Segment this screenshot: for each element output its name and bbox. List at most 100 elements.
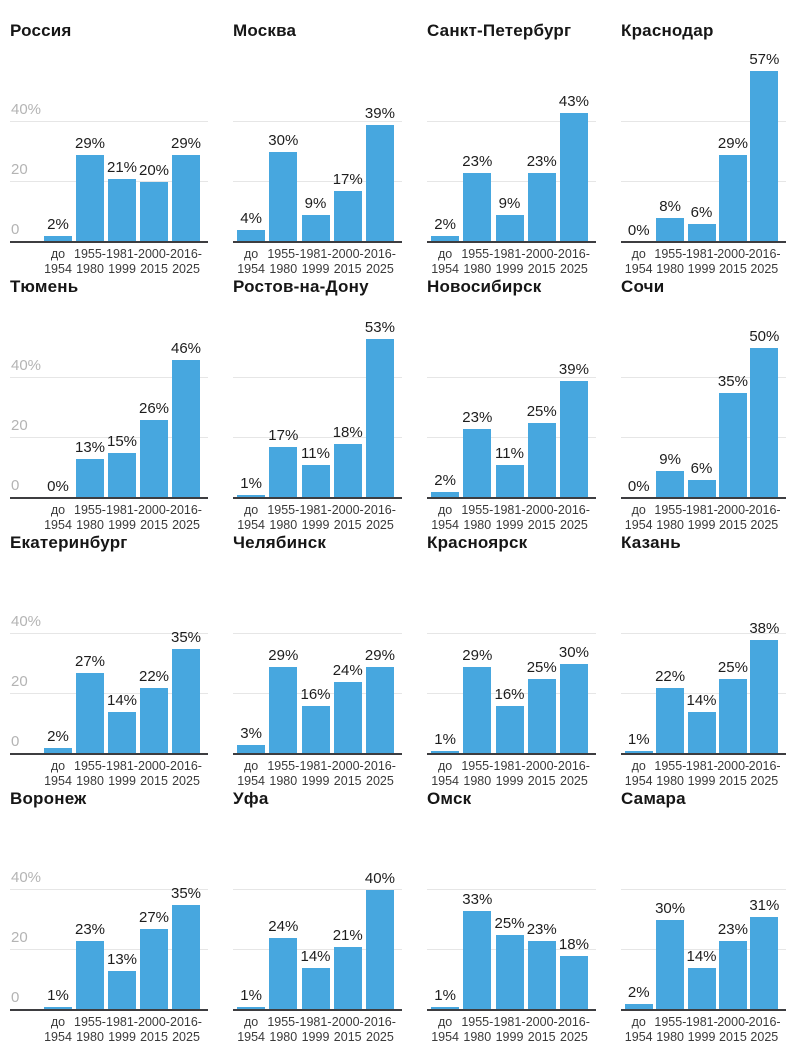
bars-group: 0% 9% 6% 35% 50% [623, 312, 780, 499]
x-tick-line1: 1981- [493, 503, 526, 518]
x-tick-line2: 1954 [431, 518, 459, 533]
bar-value-label: 25% [717, 659, 748, 677]
x-tick-line1: 2016- [170, 503, 202, 518]
bar-value-label: 17% [268, 427, 299, 445]
bar-value-label: 11% [301, 445, 330, 463]
bar [750, 917, 779, 1011]
bar-value-label: 21% [106, 159, 138, 177]
bar-value-label: 33% [462, 891, 493, 909]
bar [718, 679, 747, 755]
chart-title: Челябинск [233, 533, 327, 553]
x-tick-line1: 1955- [267, 503, 300, 518]
gridline [621, 889, 786, 891]
x-tick-line2: 1999 [301, 774, 330, 789]
bar-slot: 20% [138, 56, 170, 243]
bars-group: 1% 17% 11% 18% 53% [235, 312, 396, 499]
bars-group: 2% 27% 14% 22% 35% [42, 568, 202, 755]
x-tick-line2: 1999 [687, 1030, 716, 1045]
x-tick-line2: 2025 [560, 518, 588, 533]
x-tick-line2: 2015 [527, 774, 556, 789]
x-tick-label: 2016- 2025 [749, 503, 781, 534]
chart-title: Воронеж [10, 789, 87, 809]
x-tick-label: 2000- 2015 [332, 1015, 364, 1046]
bar [140, 182, 168, 243]
x-tick-label: 2016- 2025 [749, 759, 781, 790]
y-axis-tick-label: 40% [11, 869, 42, 887]
x-axis-line [233, 1009, 402, 1012]
bar-slot: 1% [429, 824, 461, 1011]
bar-value-label: 1% [240, 987, 262, 1005]
x-tick-label: 2016- 2025 [364, 1015, 396, 1046]
gridline [427, 437, 596, 439]
bar-value-label: 25% [526, 403, 557, 421]
bar-slot: 39% [558, 312, 590, 499]
bar [172, 360, 200, 499]
bar-value-label: 29% [74, 135, 106, 153]
x-tick-line2: 1980 [463, 518, 492, 533]
x-tick-label: 1955- 1980 [74, 759, 106, 790]
x-tick-line1: 2000- [331, 759, 364, 774]
x-tick-line2: 1980 [463, 262, 492, 277]
bar [431, 236, 460, 243]
bar-chart-plot: 0% 9% 6% 35% 50% [621, 312, 786, 500]
bar [108, 179, 136, 243]
x-tick-line1: 1981- [685, 247, 718, 262]
x-tick-line1: 2000- [717, 759, 750, 774]
x-tick-line2: 1999 [495, 774, 524, 789]
bar-slot: 25% [717, 568, 748, 755]
gridline [427, 633, 596, 635]
bar-value-label: 23% [717, 921, 748, 939]
x-axis-ticks: до 1954 1955- 1980 1981- 1999 2000- 2015 2016- 20… [429, 503, 590, 534]
bar [237, 495, 266, 499]
x-tick-label: до 1954 [623, 1015, 654, 1046]
bars-group: 1% 29% 16% 25% 30% [429, 568, 590, 755]
bar-value-label: 30% [558, 644, 589, 662]
bar [269, 152, 298, 243]
x-tick-line2: 1980 [463, 774, 492, 789]
x-axis-line [10, 497, 208, 500]
bar-slot: 40% [364, 824, 396, 1011]
x-axis-line [427, 1009, 596, 1012]
x-tick-line1: 2016- [557, 247, 590, 262]
x-tick-line1: 2016- [748, 247, 781, 262]
x-tick-line2: 1980 [656, 1030, 685, 1045]
bar [687, 968, 716, 1011]
bar [687, 480, 716, 499]
bar [269, 447, 298, 499]
chart-title: Краснодар [621, 21, 714, 41]
x-axis-ticks: до 1954 1955- 1980 1981- 1999 2000- 2015 2016- 20… [429, 1015, 590, 1046]
x-axis-line [621, 241, 786, 244]
x-tick-line1: 1981- [106, 759, 138, 774]
bar-value-label: 22% [655, 668, 686, 686]
x-tick-label: 2000- 2015 [717, 759, 750, 790]
bar-value-label: 14% [300, 948, 331, 966]
x-axis-ticks: до 1954 1955- 1980 1981- 1999 2000- 2015 2016- 20… [235, 503, 396, 534]
x-tick-line2: 2025 [560, 262, 588, 277]
x-tick-line2: 2025 [560, 774, 588, 789]
bar [76, 155, 104, 243]
bar-chart-plot: 1% 22% 14% 25% 38% [621, 568, 786, 756]
bar [301, 706, 330, 755]
bar [365, 890, 394, 1011]
bar [108, 712, 136, 755]
x-tick-line2: 1954 [624, 518, 653, 533]
bar-value-label: 22% [138, 668, 170, 686]
bar-value-label: 9% [304, 195, 327, 213]
bar-slot: 8% [654, 56, 685, 243]
bar-value-label: 1% [627, 731, 650, 749]
x-tick-label: 1955- 1980 [74, 1015, 106, 1046]
x-tick-line2: 2015 [719, 1030, 747, 1045]
x-tick-label: 2016- 2025 [749, 1015, 781, 1046]
x-tick-line2: 2015 [719, 518, 747, 533]
chart-cell: Омск 1% 33% 25% 23% 18% до 1954 1955- 1980 1981- 19… [416, 768, 610, 1044]
gridline [10, 693, 208, 695]
x-tick-label: 1955- 1980 [654, 1015, 686, 1046]
x-tick-label: 2016- 2025 [364, 759, 396, 790]
x-tick-line2: 2015 [333, 262, 362, 277]
x-tick-line2: 1980 [269, 1030, 298, 1045]
x-tick-line2: 1999 [495, 1030, 524, 1045]
gridline [10, 437, 208, 439]
x-tick-label: 1981- 1999 [106, 759, 138, 790]
x-tick-line1: до [243, 503, 259, 518]
x-tick-label: до 1954 [235, 503, 267, 534]
